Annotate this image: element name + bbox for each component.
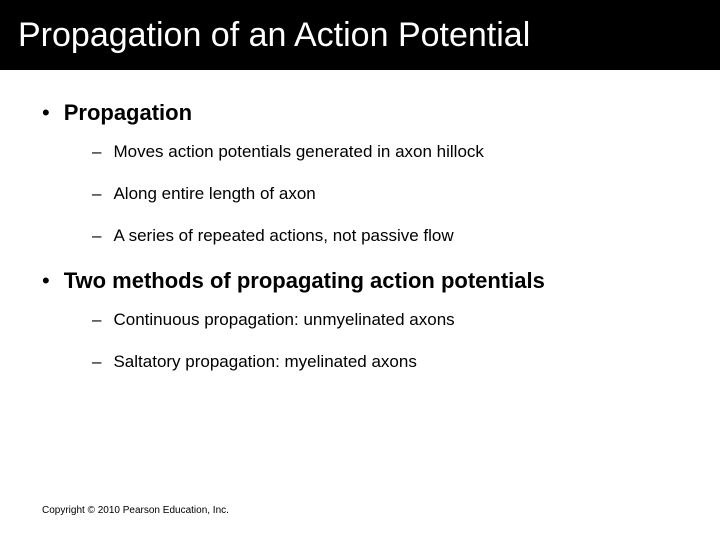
slide-content: • Propagation – Moves action potentials … xyxy=(0,70,720,372)
bullet-dot-icon: • xyxy=(42,100,50,126)
sub-list: – Continuous propagation: unmyelinated a… xyxy=(42,310,690,372)
sub-bullet-text: A series of repeated actions, not passiv… xyxy=(113,226,453,246)
sub-bullet-text: Saltatory propagation: myelinated axons xyxy=(113,352,416,372)
sub-bullet: – Moves action potentials generated in a… xyxy=(92,142,690,162)
main-bullet: • Two methods of propagating action pote… xyxy=(42,268,690,294)
dash-icon: – xyxy=(92,226,101,246)
main-bullet-text: Propagation xyxy=(64,100,192,126)
dash-icon: – xyxy=(92,310,101,330)
dash-icon: – xyxy=(92,352,101,372)
main-bullet-text: Two methods of propagating action potent… xyxy=(64,268,545,294)
slide-title: Propagation of an Action Potential xyxy=(18,16,530,55)
bullet-dot-icon: • xyxy=(42,268,50,294)
copyright-text: Copyright © 2010 Pearson Education, Inc. xyxy=(42,505,229,516)
sub-bullet-text: Along entire length of axon xyxy=(113,184,315,204)
title-bar: Propagation of an Action Potential xyxy=(0,0,720,70)
sub-bullet: – Continuous propagation: unmyelinated a… xyxy=(92,310,690,330)
dash-icon: – xyxy=(92,184,101,204)
sub-bullet-text: Continuous propagation: unmyelinated axo… xyxy=(113,310,454,330)
sub-bullet-text: Moves action potentials generated in axo… xyxy=(113,142,483,162)
sub-bullet: – Saltatory propagation: myelinated axon… xyxy=(92,352,690,372)
main-bullet: • Propagation xyxy=(42,100,690,126)
sub-bullet: – Along entire length of axon xyxy=(92,184,690,204)
sub-bullet: – A series of repeated actions, not pass… xyxy=(92,226,690,246)
sub-list: – Moves action potentials generated in a… xyxy=(42,142,690,246)
dash-icon: – xyxy=(92,142,101,162)
